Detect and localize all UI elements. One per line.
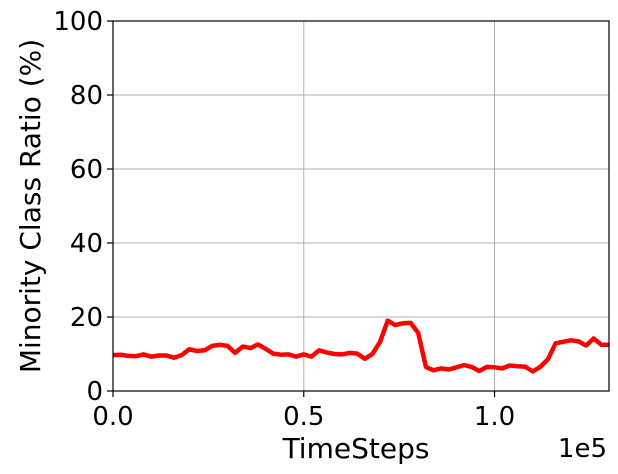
x-axis-offset-text: 1e5 xyxy=(558,434,607,464)
y-tick-label: 80 xyxy=(70,81,103,111)
x-tick-label: 1.0 xyxy=(474,402,515,432)
tick-labels: 0.0 0.5 1.0 0 20 40 60 80 100 xyxy=(53,7,515,432)
x-tick-label: 0.5 xyxy=(283,402,324,432)
series-line xyxy=(113,318,609,374)
grid-lines xyxy=(112,20,609,392)
y-tick-label: 100 xyxy=(53,7,103,37)
x-axis-title: TimeSteps xyxy=(282,432,430,465)
x-tick-label: 0.0 xyxy=(92,402,133,432)
plot-frame xyxy=(112,20,610,392)
y-tick-label: 20 xyxy=(70,303,103,333)
series-layer xyxy=(113,318,609,374)
y-axis-title: Minority Class Ratio (%) xyxy=(14,39,47,373)
tick-marks xyxy=(107,20,496,397)
y-tick-label: 60 xyxy=(70,155,103,185)
y-tick-label: 40 xyxy=(70,229,103,259)
y-tick-label: 0 xyxy=(86,377,103,407)
